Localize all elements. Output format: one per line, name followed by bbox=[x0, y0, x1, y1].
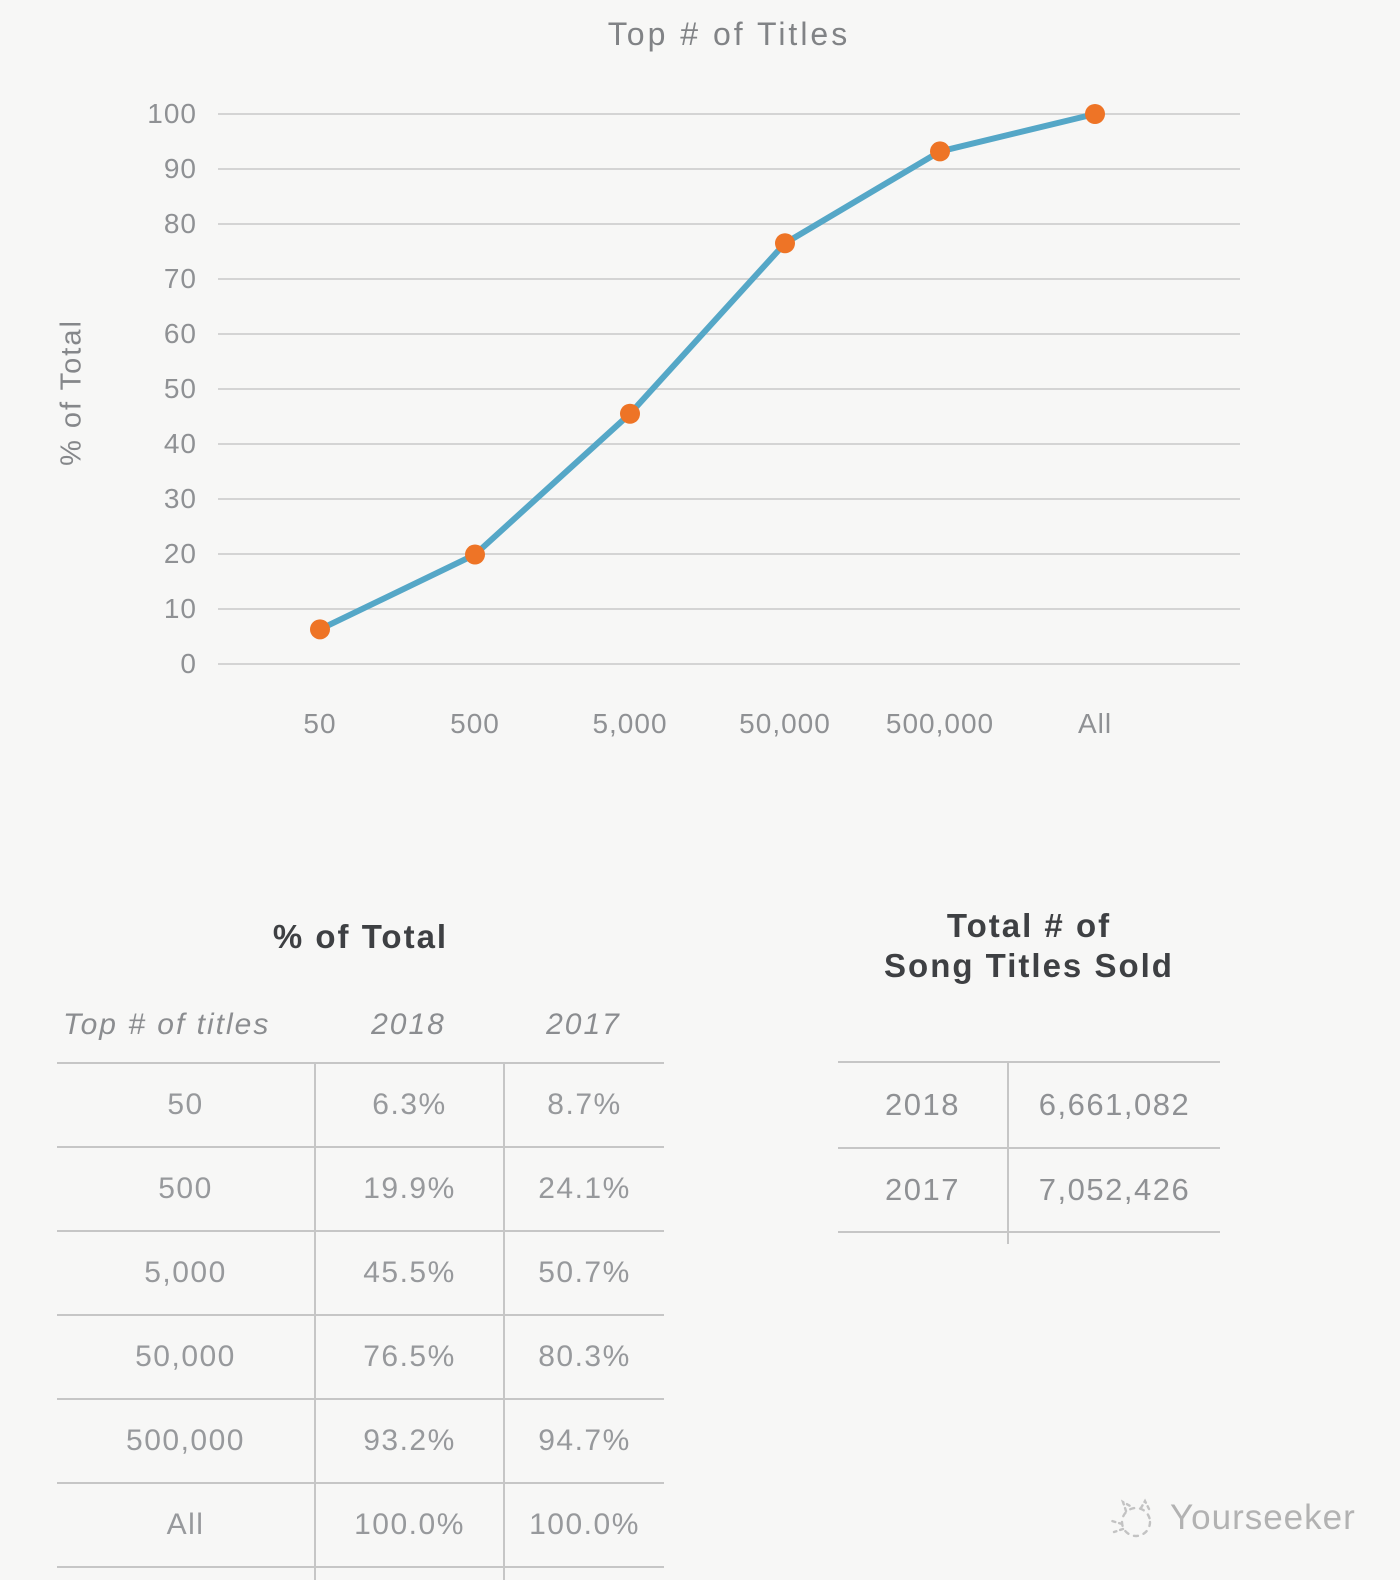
row-label-cell: 5,000 bbox=[57, 1230, 314, 1314]
x-tick-label: All bbox=[1077, 708, 1113, 739]
percent-table-title: % of Total bbox=[272, 918, 449, 955]
yourseeker-logo-icon bbox=[1110, 1498, 1152, 1538]
y-tick-label: 50 bbox=[163, 373, 197, 404]
value-cell: 24.1% bbox=[503, 1146, 664, 1230]
y-tick-label: 60 bbox=[163, 318, 197, 349]
totals-table-title-line1: Total # of bbox=[946, 907, 1112, 944]
row-label-cell: 50,000 bbox=[57, 1314, 314, 1398]
percent-table: 50 6.3% 8.7% 500 19.9% 24.1% 5,000 45.5% 50.7% 50… bbox=[57, 1062, 664, 1568]
value-cell: 100.0% bbox=[503, 1482, 664, 1566]
table-divider bbox=[503, 1062, 505, 1580]
value-cell: 93.2% bbox=[314, 1398, 503, 1482]
y-tick-label: 100 bbox=[147, 98, 197, 129]
row-label-cell: 500,000 bbox=[57, 1398, 314, 1482]
value-cell: 100.0% bbox=[314, 1482, 503, 1566]
line-chart bbox=[218, 104, 1240, 665]
value-cell: 94.7% bbox=[503, 1398, 664, 1482]
data-point-marker bbox=[775, 233, 795, 254]
percent-table-col-header: 2017 bbox=[546, 1008, 621, 1041]
year-cell: 2018 bbox=[885, 1087, 960, 1122]
percent-table-col-header: 2018 bbox=[371, 1008, 446, 1041]
y-axis-title: % of Total bbox=[55, 319, 88, 466]
value-cell: 76.5% bbox=[314, 1314, 503, 1398]
data-point-marker bbox=[930, 141, 950, 162]
value-cell: 80.3% bbox=[503, 1314, 664, 1398]
value-cell: 6.3% bbox=[314, 1062, 503, 1146]
percent-table-header: Top # of titles 2018 2017 bbox=[57, 1000, 664, 1050]
totals-table: 2018 6,661,082 2017 7,052,426 bbox=[838, 1061, 1220, 1233]
watermark: Yourseeker bbox=[1108, 1488, 1356, 1548]
table-divider bbox=[1007, 1061, 1009, 1244]
value-cell: 45.5% bbox=[314, 1230, 503, 1314]
value-cell: 8.7% bbox=[503, 1062, 664, 1146]
y-tick-label: 10 bbox=[163, 593, 197, 624]
data-point-marker bbox=[620, 403, 640, 424]
row-label-cell: 50 bbox=[57, 1062, 314, 1146]
x-tick-label: 500,000 bbox=[885, 708, 995, 739]
x-tick-label: 50,000 bbox=[739, 708, 831, 739]
y-tick-label: 20 bbox=[163, 538, 197, 569]
totals-table-title-line2: Song Titles Sold bbox=[884, 947, 1174, 984]
y-tick-label: 0 bbox=[180, 648, 197, 679]
totals-table-title: Total # of Song Titles Sold bbox=[838, 906, 1220, 986]
y-tick-label: 70 bbox=[163, 263, 197, 294]
y-tick-label: 30 bbox=[163, 483, 197, 514]
total-value-cell: 6,661,082 bbox=[1007, 1063, 1220, 1147]
x-tick-label: 500 bbox=[450, 708, 500, 739]
x-tick-label: 50 bbox=[303, 708, 337, 739]
total-value-cell: 7,052,426 bbox=[1007, 1147, 1220, 1231]
row-label-cell: 500 bbox=[57, 1146, 314, 1230]
data-point-marker bbox=[310, 619, 330, 640]
chart-title: Top # of Titles bbox=[607, 16, 851, 52]
x-tick-label: 5,000 bbox=[592, 708, 668, 739]
table-divider bbox=[314, 1062, 316, 1580]
y-tick-label: 40 bbox=[163, 428, 197, 459]
row-label-cell: All bbox=[57, 1482, 314, 1566]
year-cell: 2017 bbox=[838, 1147, 1007, 1231]
data-point-marker bbox=[465, 544, 485, 565]
data-point-marker bbox=[1085, 104, 1105, 124]
percent-table-col-header: Top # of titles bbox=[63, 1008, 271, 1041]
value-cell: 19.9% bbox=[314, 1146, 503, 1230]
watermark-label: Yourseeker bbox=[1170, 1498, 1356, 1537]
y-tick-label: 80 bbox=[163, 208, 197, 239]
value-cell: 50.7% bbox=[503, 1230, 664, 1314]
y-tick-label: 90 bbox=[163, 153, 197, 184]
